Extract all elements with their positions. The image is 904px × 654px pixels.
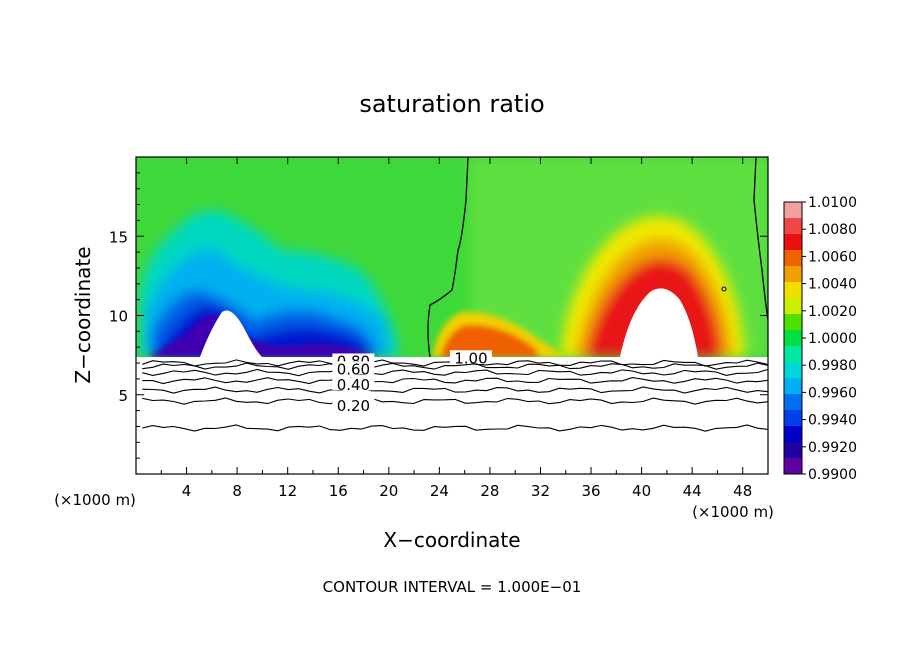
- colorbar-swatch: [784, 410, 802, 427]
- contour-label-bg: [332, 397, 375, 411]
- contour-line: [142, 386, 769, 394]
- colorbar-label: 0.9920: [808, 440, 857, 456]
- colorbar-swatch: [784, 250, 802, 267]
- colorbar-swatch: [784, 202, 802, 219]
- colorbar-label: 0.9940: [808, 413, 857, 429]
- contour-line: [142, 377, 769, 385]
- y-tick-label: 15: [109, 228, 128, 246]
- x-tick-label: 16: [329, 482, 348, 500]
- x-tick-label: 36: [581, 482, 600, 500]
- contour-label-bg: [449, 350, 492, 364]
- contour-label: 1.00: [454, 349, 487, 367]
- colorbar-swatch: [784, 266, 802, 283]
- chart-title: saturation ratio: [359, 90, 544, 118]
- x-tick-label: 32: [531, 482, 550, 500]
- colorbar-label: 1.0080: [808, 222, 857, 238]
- y-axis: 5 10 15: [109, 172, 768, 459]
- contour-label-bg: [332, 361, 375, 375]
- y-axis-label: Z−coordinate: [71, 246, 95, 383]
- x-tick-label: 24: [430, 482, 449, 500]
- contour-lines: [142, 359, 769, 432]
- x-tick-label: 4: [182, 482, 192, 500]
- colorbar-swatch: [784, 330, 802, 347]
- colorbar-swatch: [784, 394, 802, 411]
- x-tick-label: 44: [683, 482, 702, 500]
- colorbar-swatch: [784, 362, 802, 379]
- colorbar-label: 1.0100: [808, 195, 857, 211]
- colorbar-swatch: [784, 442, 802, 459]
- contour-label: 0.40: [337, 376, 370, 394]
- colorbar-label: 1.0020: [808, 304, 857, 320]
- contour-line: [142, 424, 769, 432]
- contour-label-bg: [332, 377, 375, 391]
- colorbar-swatch: [784, 458, 802, 475]
- y-tick-label: 5: [118, 387, 128, 405]
- x-tick-label: 12: [278, 482, 297, 500]
- contour-line: [142, 362, 769, 370]
- colorbar-label: 0.9900: [808, 467, 857, 483]
- colorbar-swatch: [784, 378, 802, 395]
- colorbar-label: 0.9960: [808, 385, 857, 401]
- colorbar-swatch: [784, 346, 802, 363]
- saturation-field: [136, 157, 768, 357]
- colorbar-swatch: [784, 282, 802, 299]
- contour-line: [142, 368, 769, 377]
- y-tick-label: 10: [109, 308, 128, 326]
- contour-interval-note: CONTOUR INTERVAL = 1.000E−01: [323, 578, 582, 596]
- colorbar: 1.0100 1.0080 1.0060 1.0040 1.0020 1.0000 0.99…: [783, 195, 857, 483]
- x-tick-label: 20: [379, 482, 398, 500]
- colorbar-swatch: [784, 234, 802, 251]
- colorbar-label: 1.0040: [808, 277, 857, 293]
- contour-label: 0.60: [337, 360, 370, 378]
- contour-label: 0.20: [337, 397, 370, 415]
- x-axis-label: X−coordinate: [383, 528, 520, 552]
- contour-line: [142, 397, 769, 405]
- colorbar-swatch: [784, 298, 802, 315]
- colorbar-swatch: [784, 426, 802, 443]
- x-tick-label: 40: [632, 482, 651, 500]
- x-axis: 4 8 12 16 20 24 28 32 36 40 44 48: [160, 157, 752, 500]
- colorbar-label: 1.0000: [808, 331, 857, 347]
- colorbar-label: 1.0060: [808, 249, 857, 265]
- colorbar-swatch: [784, 314, 802, 331]
- colorbar-swatch: [784, 218, 802, 235]
- x-tick-label: 48: [733, 482, 752, 500]
- x-tick-label: 28: [480, 482, 499, 500]
- colorbar-label: 0.9980: [808, 358, 857, 374]
- x-unit-right: (×1000 m): [692, 503, 774, 521]
- x-tick-label: 8: [232, 482, 242, 500]
- contour-labels: 1.000.800.600.400.20: [332, 349, 492, 415]
- x-unit-left: (×1000 m): [54, 491, 136, 509]
